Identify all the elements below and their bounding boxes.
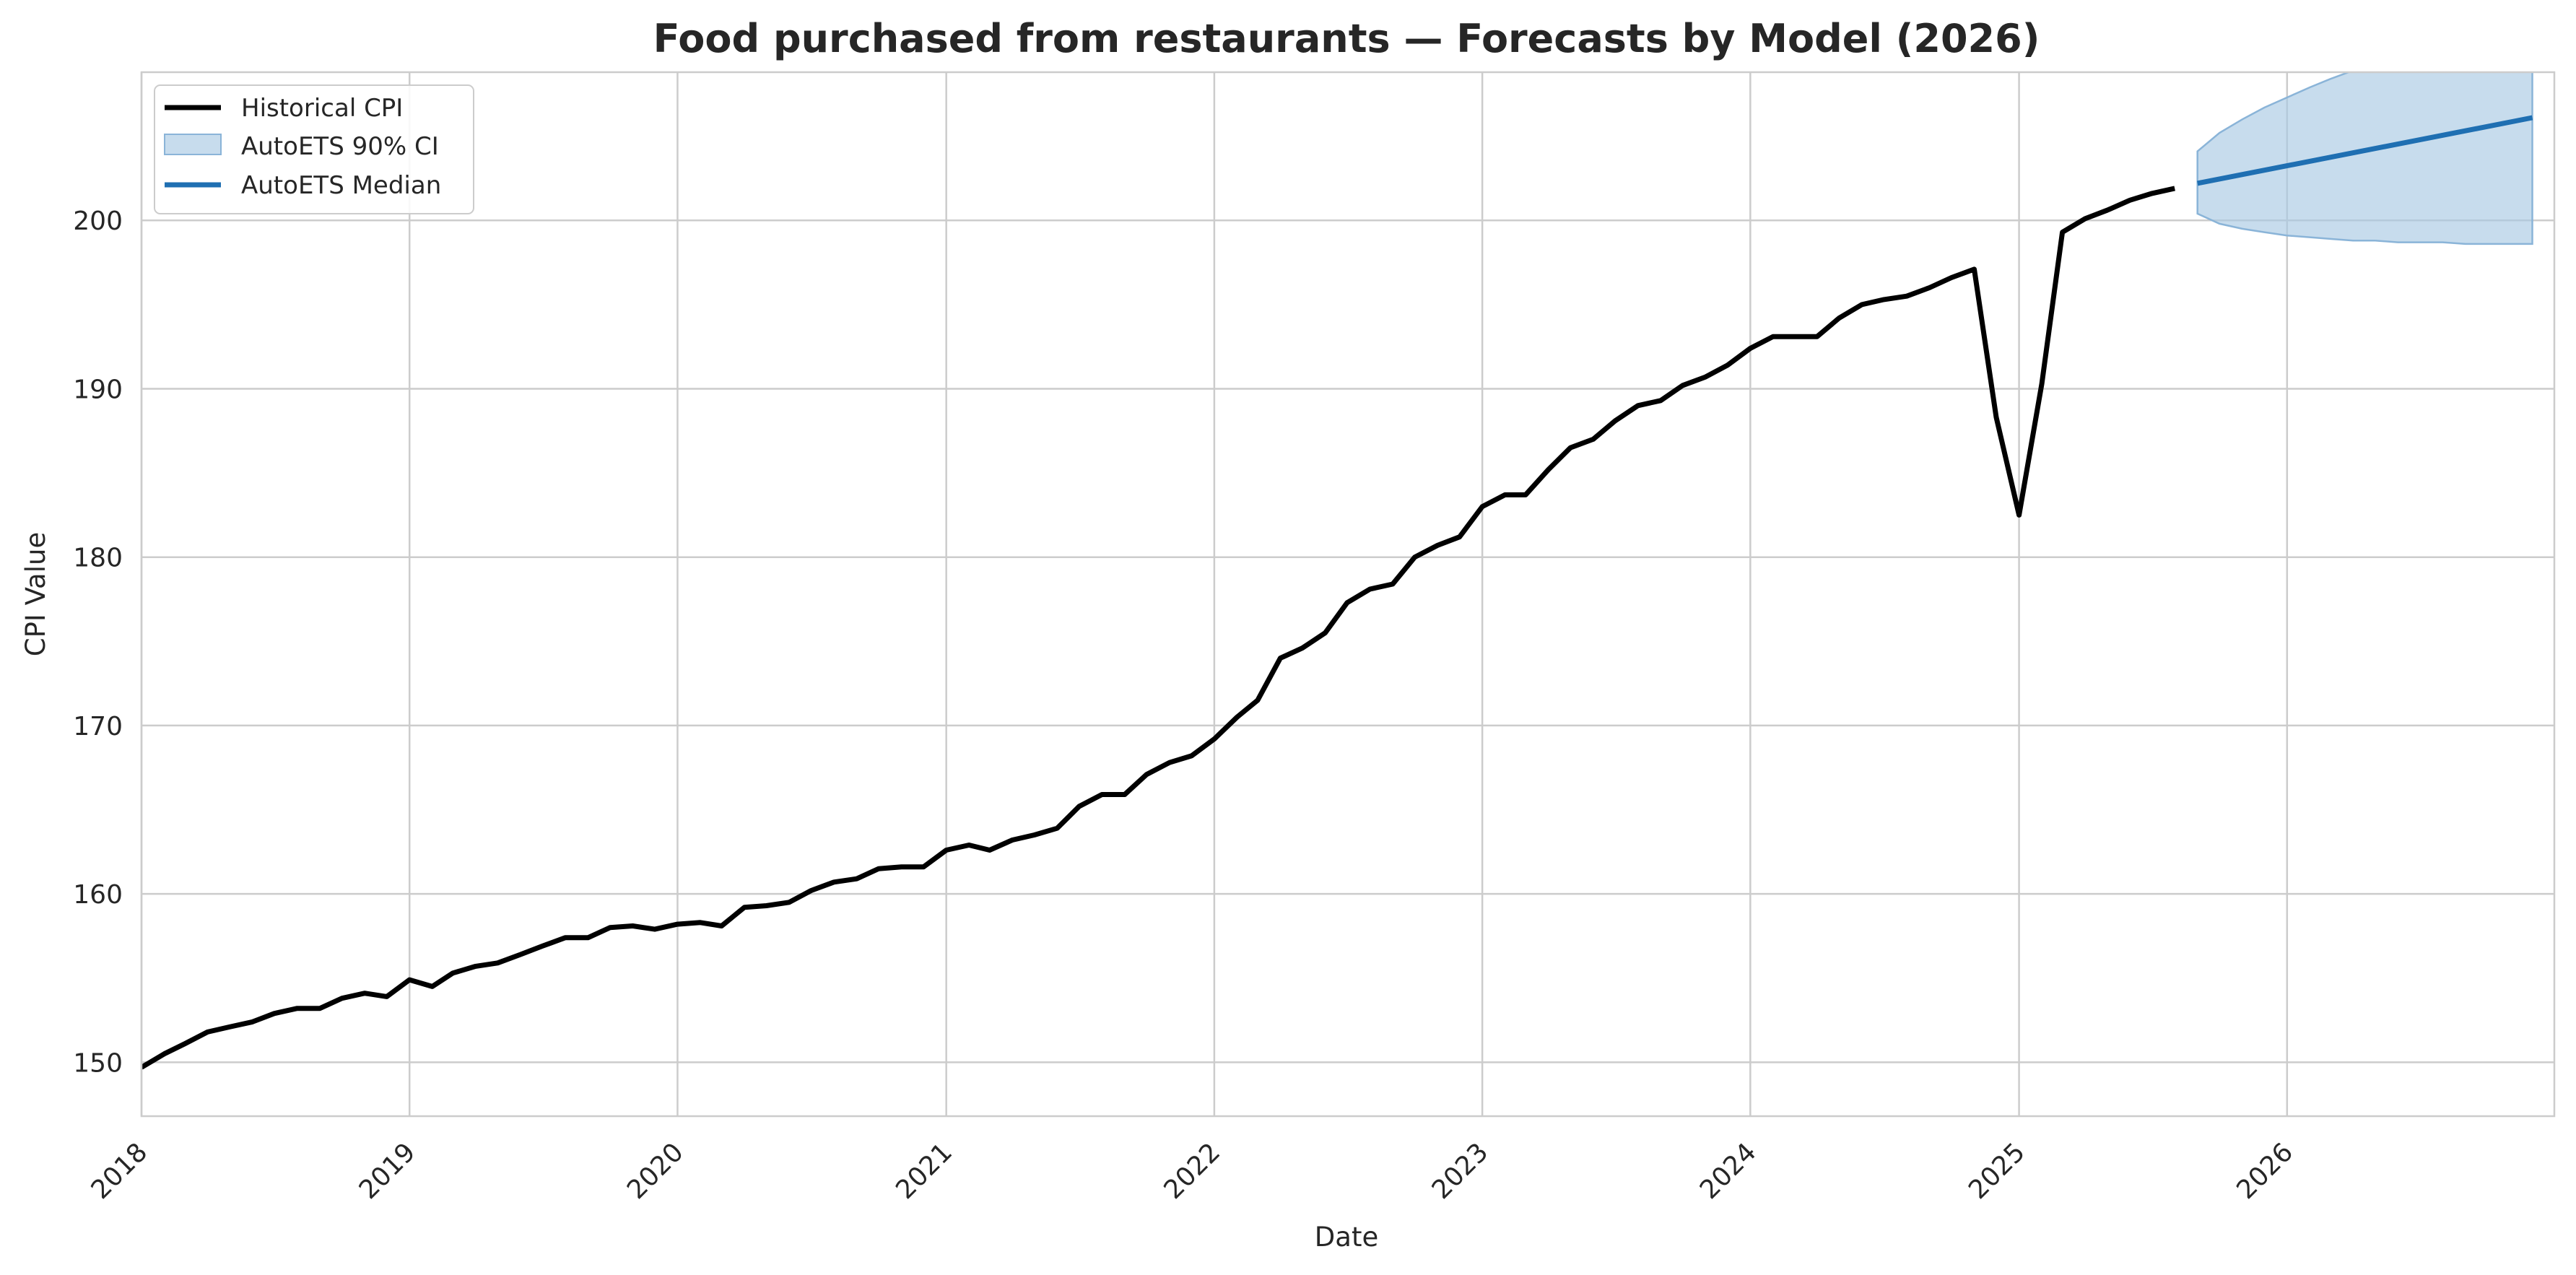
legend: Historical CPI AutoETS 90% CI AutoETS Me… — [154, 84, 474, 214]
x-tick-label: 2024 — [1694, 1137, 1762, 1205]
y-tick-label: 160 — [73, 880, 123, 910]
confidence-band — [2196, 72, 2533, 245]
x-tick-label: 2023 — [1427, 1137, 1494, 1205]
x-tick-label: 2019 — [354, 1137, 422, 1205]
legend-label-ci: AutoETS 90% CI — [241, 132, 439, 161]
x-axis-label: Date — [1315, 1222, 1378, 1253]
grid — [140, 72, 2554, 1116]
plot-frame — [140, 71, 2556, 1118]
y-tick-label: 170 — [73, 712, 123, 741]
x-tick-label: 2020 — [622, 1137, 689, 1205]
series-lines — [142, 115, 2533, 1070]
historical-cpi-line — [142, 186, 2175, 1070]
x-tick-label: 2025 — [1963, 1137, 2031, 1205]
y-tick-label: 190 — [73, 375, 123, 404]
legend-label-median: AutoETS Median — [241, 171, 441, 200]
x-tick-label: 2018 — [86, 1137, 154, 1205]
legend-label-historical: Historical CPI — [241, 94, 403, 123]
autoets-median-line — [2197, 115, 2533, 186]
y-tick-label: 150 — [73, 1048, 123, 1078]
ci-band-area — [2196, 72, 2533, 245]
y-tick-labels: 150 160 170 180 190 200 — [73, 206, 123, 1078]
y-tick-label: 180 — [73, 544, 123, 573]
legend-swatch-ci — [164, 134, 222, 155]
chart-title: Food purchased from restaurants — Foreca… — [653, 16, 2040, 61]
y-axis-label: CPI Value — [20, 532, 51, 656]
x-tick-label: 2026 — [2231, 1137, 2299, 1205]
x-tick-labels: 2018 2019 2020 2021 2022 2023 2024 2025 2026 — [86, 1137, 2299, 1205]
y-tick-label: 200 — [73, 206, 123, 236]
x-tick-label: 2022 — [1158, 1137, 1226, 1205]
legend-box — [154, 84, 474, 214]
x-tick-label: 2021 — [890, 1137, 958, 1205]
